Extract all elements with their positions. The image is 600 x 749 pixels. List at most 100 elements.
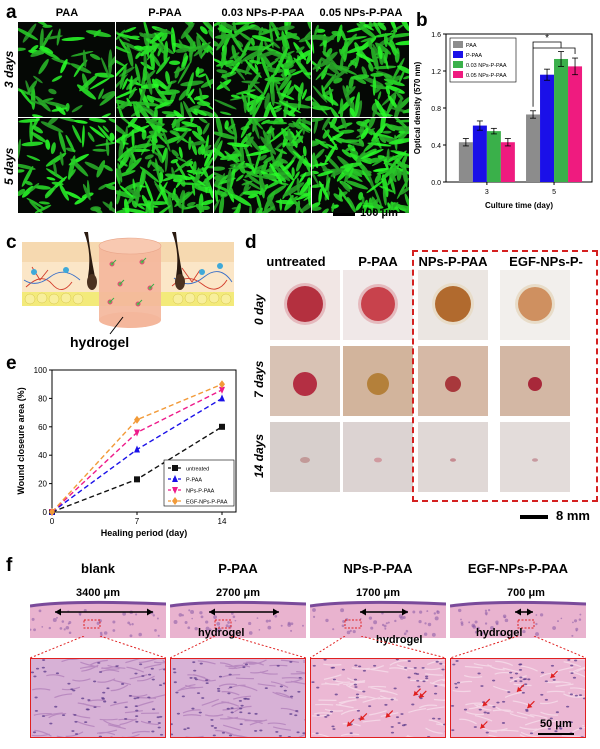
x-axis-label: Healing period (day) (101, 528, 188, 538)
tissue-overview (170, 590, 306, 638)
legend-swatch (453, 41, 463, 48)
panel-e-label: e (6, 353, 17, 374)
wound-photo (343, 346, 413, 416)
col-title-paa: PAA (55, 7, 79, 19)
wound-shape (284, 283, 326, 325)
wound-shape (358, 284, 398, 324)
cell-shapes (214, 22, 311, 117)
col-title-ppaa: P-PAA (148, 7, 182, 19)
bar (554, 58, 569, 182)
legend-label: EGF-NPs-P-PAA (186, 500, 228, 506)
wound-shape (293, 372, 317, 396)
cell-shapes (214, 118, 311, 213)
significance-bracket (533, 47, 576, 55)
skin-wound-schematic (22, 232, 234, 335)
bar (472, 125, 487, 182)
data-point (172, 497, 178, 505)
arrow-head (55, 608, 61, 616)
wound-shape (450, 458, 456, 462)
wound-width-label: 3400 μm (75, 587, 121, 599)
histology-overview (450, 590, 586, 638)
data-point (172, 465, 178, 471)
bar (486, 131, 501, 182)
cell-shapes (116, 118, 213, 213)
y-axis-label: Optical density (570 nm) (413, 61, 422, 154)
data-point (134, 429, 140, 437)
arrow-head (360, 608, 366, 616)
panel-d-label: d (245, 232, 257, 253)
wound-shape (445, 376, 461, 392)
series-line (51, 383, 223, 513)
wound-photo (418, 346, 488, 416)
scale-bar-d (520, 515, 548, 519)
scale-bar-f-label: 50 μm (540, 718, 572, 730)
red-arrow-head (550, 672, 556, 678)
panel-c-label: c (6, 232, 17, 253)
bar (568, 66, 583, 182)
data-point (134, 445, 140, 453)
panel-a-label: a (6, 2, 17, 23)
data-point (49, 508, 55, 516)
legend-label: NPs-P-PAA (186, 489, 215, 495)
scale-bar-f (538, 733, 574, 735)
tissue-detail (451, 659, 585, 737)
red-arrow-head (413, 690, 419, 696)
wound-width-label: 700 μm (507, 587, 545, 599)
arrow-head (273, 608, 279, 616)
histology-overview (310, 590, 446, 638)
zoom-box (344, 619, 362, 629)
arrow-head (147, 608, 153, 616)
cell-shapes (312, 118, 409, 213)
legend-label: untreated (186, 467, 209, 473)
wound-shape (515, 284, 555, 324)
hydrogel-label: hydrogel (198, 627, 245, 639)
data-point (134, 476, 140, 483)
row-title-3days: 3 days (2, 50, 16, 88)
tissue-overview (310, 590, 446, 638)
y-tick-label: 0 (43, 508, 48, 517)
x-tick-label: 14 (218, 517, 227, 526)
row-title-0day: 0 day (252, 294, 266, 325)
bar (540, 74, 555, 182)
x-tick-label: 0 (50, 517, 55, 526)
data-point (219, 386, 225, 394)
highlight-box (412, 250, 598, 502)
arrow-head (402, 608, 408, 616)
wound-shape (432, 283, 474, 325)
wound-photo (418, 270, 488, 340)
zoom-guides (170, 636, 306, 658)
y-tick-label: 1.2 (431, 69, 441, 76)
cell-shapes (18, 22, 115, 117)
wound-photo (500, 422, 570, 492)
arrow-head (527, 608, 533, 616)
col-title-d-ppaa: P-PAA (358, 254, 398, 269)
significance-bracket (532, 41, 562, 107)
legend-swatch (453, 61, 463, 68)
y-axis-label: Wound closeure area (%) (16, 387, 26, 494)
fluorescence-image (18, 22, 115, 117)
y-tick-label: 0.0 (431, 180, 441, 187)
bar (500, 142, 515, 182)
row-title-5days: 5 days (2, 147, 16, 185)
tissue-overview (30, 590, 166, 638)
histology-overview (30, 590, 166, 638)
data-point (134, 415, 140, 424)
tissue-overview (450, 590, 586, 638)
fluorescence-image (116, 22, 213, 117)
data-point (172, 475, 178, 482)
col-title-005: 0.05 NPs-P-PAA (319, 7, 403, 19)
wound-shape (532, 458, 538, 462)
x-tick-label: 3 (485, 189, 489, 196)
y-tick-label: 20 (38, 480, 47, 489)
y-tick-label: 100 (34, 366, 48, 375)
significance-star: * (545, 33, 549, 44)
y-tick-label: 0.8 (431, 106, 441, 113)
wound-shape (374, 457, 382, 463)
data-point (219, 423, 225, 430)
col-title-untreated: untreated (266, 254, 326, 269)
hydrogel-label: hydrogel (376, 634, 423, 646)
panel-f-label: f (6, 555, 13, 576)
legend-label: P-PAA (466, 53, 482, 59)
arrow-head (209, 608, 215, 616)
scale-bar-d-label: 8 mm (556, 508, 590, 523)
